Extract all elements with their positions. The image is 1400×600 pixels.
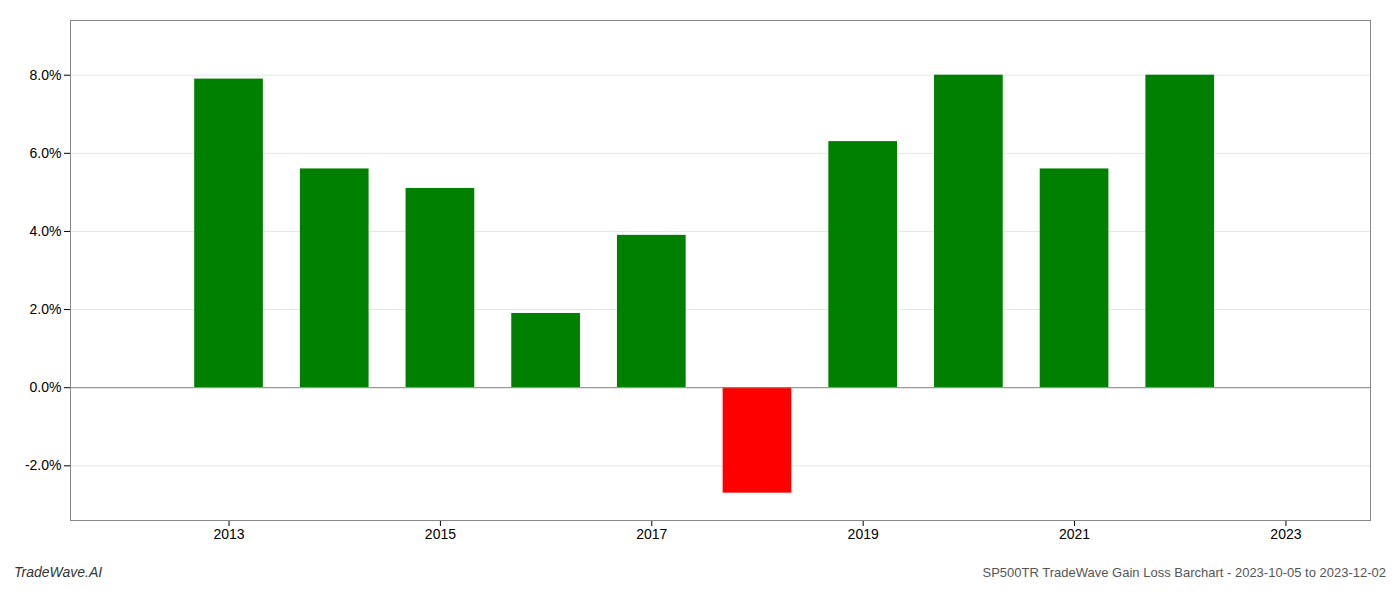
svg-text:2015: 2015 [425, 526, 456, 542]
svg-text:4.0%: 4.0% [30, 223, 62, 239]
svg-text:6.0%: 6.0% [30, 145, 62, 161]
svg-text:2023: 2023 [1270, 526, 1301, 542]
svg-text:-2.0%: -2.0% [25, 457, 62, 473]
svg-text:2019: 2019 [848, 526, 879, 542]
svg-text:2021: 2021 [1059, 526, 1090, 542]
svg-text:0.0%: 0.0% [30, 379, 62, 395]
svg-text:8.0%: 8.0% [30, 67, 62, 83]
svg-text:2.0%: 2.0% [30, 301, 62, 317]
html-text:SP500TR TradeWave Gain Loss Ba: SP500TR TradeWave Gain Loss Barchart - 2… [982, 565, 1386, 580]
html-text:TradeWave.AI: TradeWave.AI [14, 564, 103, 580]
svg-text:2017: 2017 [636, 526, 667, 542]
svg-text:2013: 2013 [213, 526, 244, 542]
